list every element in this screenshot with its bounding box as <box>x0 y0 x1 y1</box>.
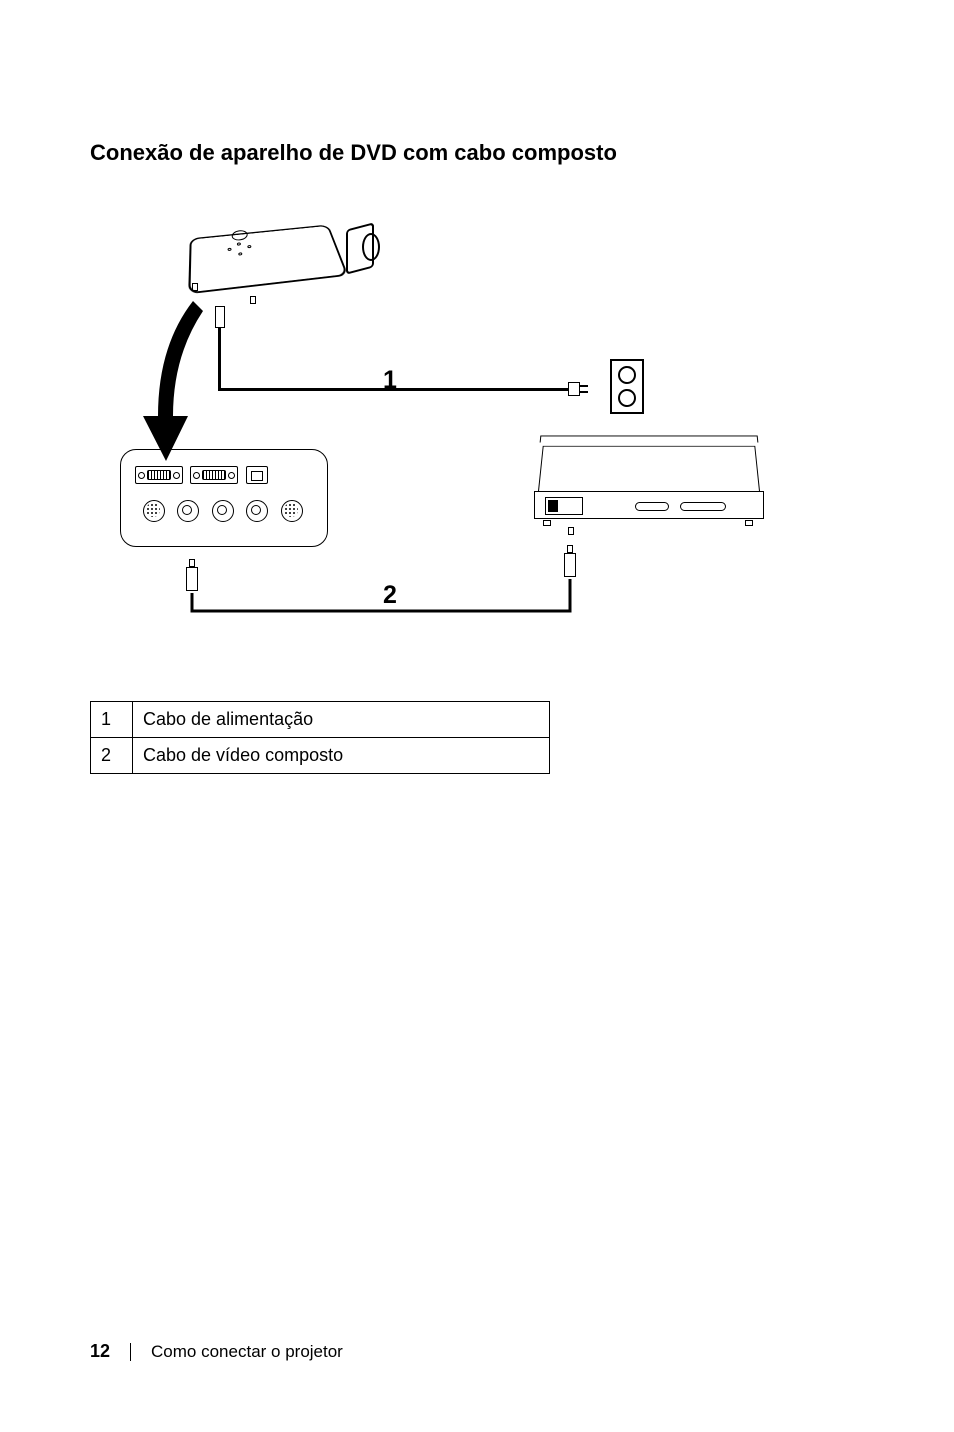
legend-text-1: Cabo de alimentação <box>133 702 550 738</box>
legend-text-2: Cabo de vídeo composto <box>133 738 550 774</box>
legend-table: 1 Cabo de alimentação 2 Cabo de vídeo co… <box>90 701 550 774</box>
legend-num-1: 1 <box>91 702 133 738</box>
footer-section-title: Como conectar o projetor <box>151 1342 343 1362</box>
projector-illustration <box>180 201 360 311</box>
table-row: 1 Cabo de alimentação <box>91 702 550 738</box>
projector-back-panel <box>120 449 328 547</box>
dvd-player-front <box>534 491 764 519</box>
wall-outlet-illustration <box>610 359 644 414</box>
diagram-label-1: 1 <box>383 366 397 395</box>
table-row: 2 Cabo de vídeo composto <box>91 738 550 774</box>
section-heading: Conexão de aparelho de DVD com cabo comp… <box>90 140 864 166</box>
legend-num-2: 2 <box>91 738 133 774</box>
dvd-back-edge <box>540 436 759 443</box>
arrow-down-icon <box>138 296 218 466</box>
page-number: 12 <box>90 1341 110 1362</box>
dvd-port <box>568 527 574 535</box>
page-footer: 12 Como conectar o projetor <box>90 1341 343 1362</box>
diagram-label-2: 2 <box>383 581 397 610</box>
connection-diagram: 1 <box>120 201 760 631</box>
footer-divider <box>130 1343 131 1361</box>
